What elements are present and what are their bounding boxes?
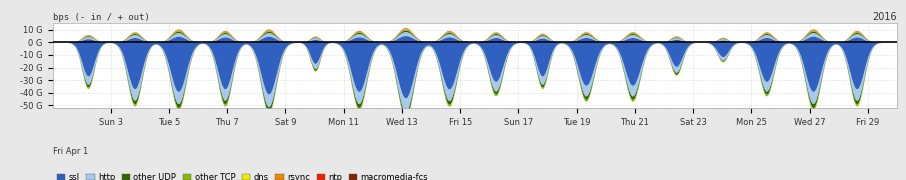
Text: Fri Apr 1: Fri Apr 1 [53, 147, 88, 156]
Text: bps (- in / + out): bps (- in / + out) [53, 13, 149, 22]
Text: 2016: 2016 [872, 12, 897, 22]
